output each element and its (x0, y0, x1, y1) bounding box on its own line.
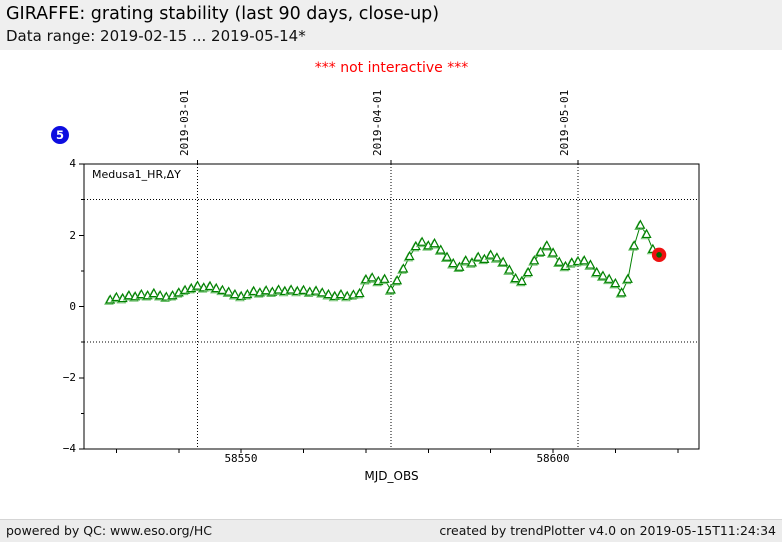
not-interactive-warning: *** not interactive *** (314, 60, 469, 76)
top-axis-date-label: 2019-05-01 (558, 89, 571, 156)
footer-powered-by: powered by QC: www.eso.org/HC (6, 523, 212, 538)
series-legend-label: Medusa1_HR,ΔY (92, 168, 181, 181)
stability-chart (79, 160, 700, 453)
x-axis-title: MJD_OBS (364, 469, 419, 483)
page-title: GIRAFFE: grating stability (last 90 days… (6, 4, 440, 24)
x-tick-label: 58600 (536, 452, 570, 465)
header-band: GIRAFFE: grating stability (last 90 days… (0, 0, 782, 50)
data-range-subtitle: Data range: 2019-02-15 ... 2019-05-14* (6, 27, 306, 45)
score-badge[interactable]: 5 (51, 126, 69, 144)
x-tick-label: 58550 (224, 452, 258, 465)
y-tick-label: −2 (62, 371, 76, 384)
top-axis-date-label: 2019-04-01 (371, 89, 384, 156)
y-tick-label: 0 (69, 300, 76, 313)
y-tick-label: 4 (69, 157, 76, 170)
footer-created-by: created by trendPlotter v4.0 on 2019-05-… (439, 523, 776, 538)
y-tick-label: −4 (62, 442, 76, 455)
footer-bar: powered by QC: www.eso.org/HC created by… (0, 519, 782, 542)
top-axis-date-label: 2019-03-01 (178, 89, 191, 156)
y-tick-label: 2 (69, 229, 76, 242)
